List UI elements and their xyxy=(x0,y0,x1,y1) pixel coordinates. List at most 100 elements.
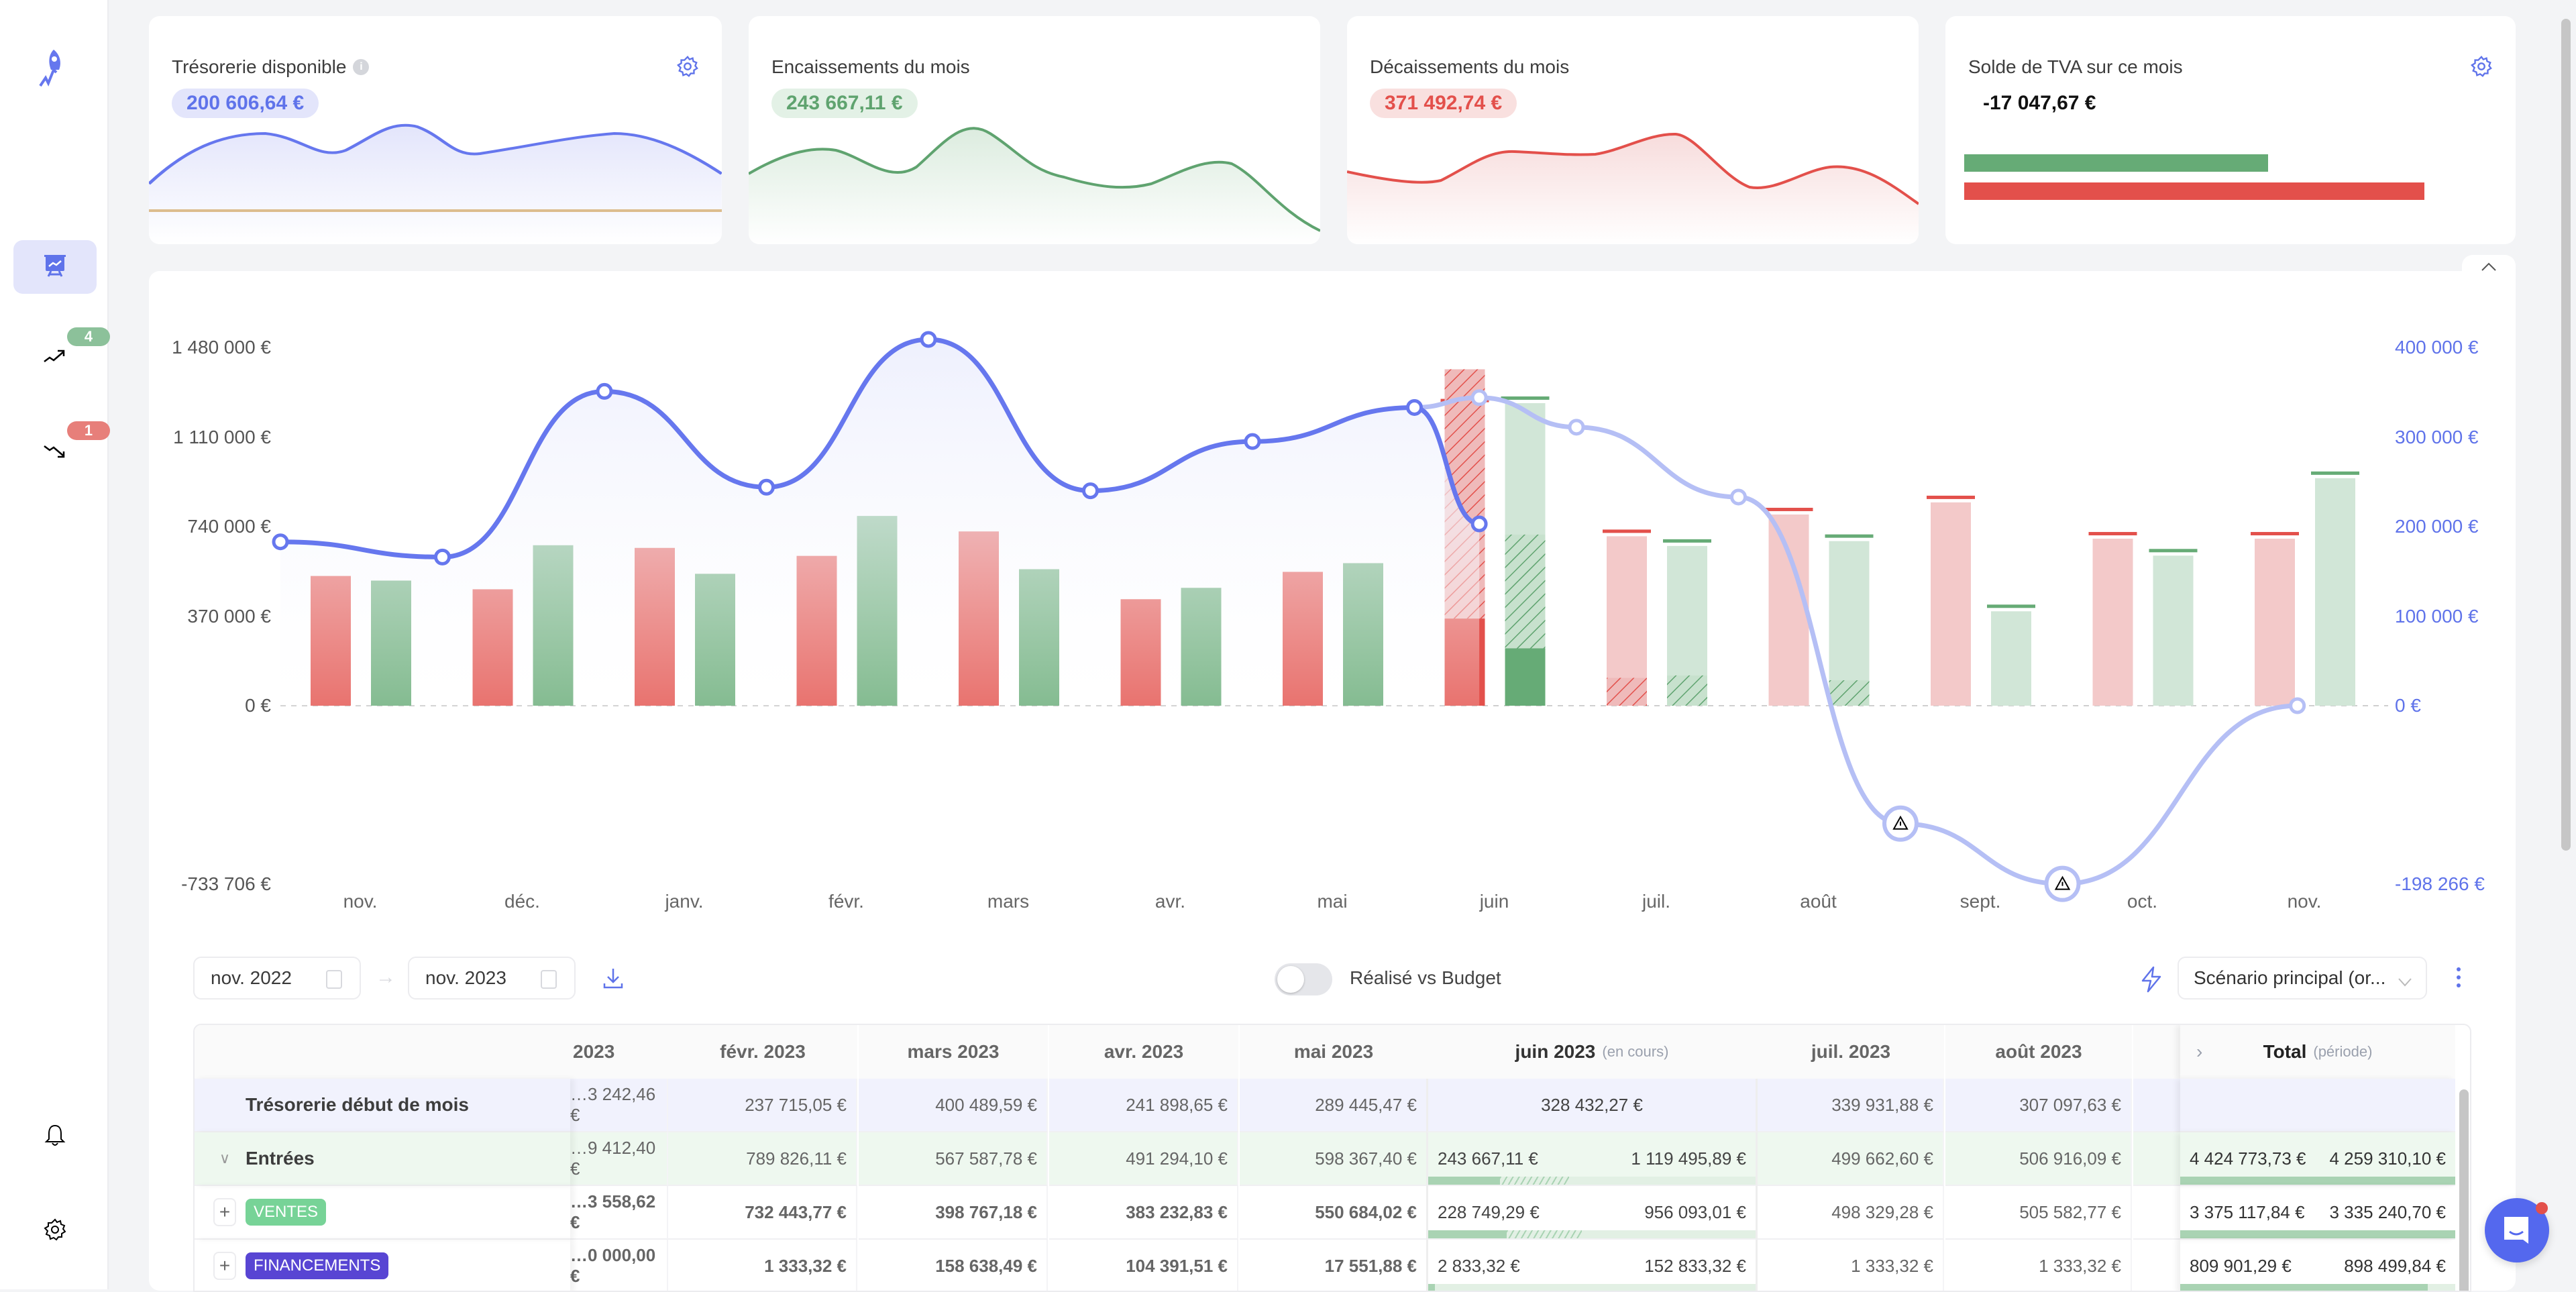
gear-icon[interactable] xyxy=(2470,55,2493,78)
kpi-encaissements-card: Encaissements du mois 243 667,11 € xyxy=(749,16,1320,244)
table-scrollbar[interactable] xyxy=(2459,1089,2469,1291)
table-cell[interactable]: 1 333,32 € xyxy=(1945,1240,2132,1291)
budget-value: 1 119 495,89 € xyxy=(1631,1148,1746,1169)
sidebar-item-dashboard[interactable] xyxy=(13,240,97,294)
table-column-header[interactable]: avr. 2023 xyxy=(1049,1025,1238,1079)
table-cell[interactable]: …3 242,46 € xyxy=(570,1079,668,1132)
chevron-right-icon[interactable]: › xyxy=(2196,1041,2203,1062)
realise-vs-budget-toggle[interactable] xyxy=(1275,963,1332,995)
chat-icon xyxy=(2502,1214,2534,1251)
table-cell-current[interactable]: 2 833,32 € 152 833,32 € xyxy=(1426,1240,1758,1291)
gear-icon[interactable] xyxy=(676,55,699,78)
x-axis-tick: nov. xyxy=(343,891,378,912)
table-cell[interactable]: 550 684,02 € xyxy=(1240,1186,1428,1240)
table-cell-current[interactable]: 243 667,11 € 1 119 495,89 € xyxy=(1426,1132,1758,1186)
scenario-select[interactable]: Scénario principal (or... xyxy=(2178,957,2427,1000)
table-cell[interactable]: 17 551,88 € xyxy=(1240,1240,1428,1291)
bell-icon xyxy=(44,1123,66,1152)
table-column-header[interactable]: juil. 2023 xyxy=(1758,1025,1944,1079)
table-cell[interactable]: 598 367,40 € xyxy=(1240,1132,1428,1186)
table-cell[interactable]: 505 582,77 € xyxy=(1945,1186,2132,1240)
table-cell[interactable]: 339 931,88 € xyxy=(1758,1079,1944,1132)
table-cell[interactable]: 237 715,05 € xyxy=(668,1079,857,1132)
kpi-decaissements-card: Décaissements du mois 371 492,74 € xyxy=(1347,16,1919,244)
table-cell[interactable]: 104 391,51 € xyxy=(1049,1240,1238,1291)
table-cell[interactable]: 289 445,47 € xyxy=(1240,1079,1428,1132)
column-label: avr. 2023 xyxy=(1104,1041,1184,1062)
date-to-input[interactable]: nov. 2023 xyxy=(408,957,576,1000)
table-row-label[interactable]: + VENTES xyxy=(195,1186,570,1240)
table-cell[interactable]: 732 443,77 € xyxy=(668,1186,857,1240)
table-row-label[interactable]: ∨ Entrées xyxy=(195,1132,570,1186)
table-column-header[interactable]: mars 2023 xyxy=(859,1025,1048,1079)
table-row-label[interactable]: + FINANCEMENTS xyxy=(195,1240,570,1291)
chat-support-button[interactable] xyxy=(2485,1198,2549,1262)
table-cell[interactable]: …9 412,40 € xyxy=(570,1132,668,1186)
tresorerie-sparkline xyxy=(149,123,722,244)
kpi-value: 200 606,64 € xyxy=(172,89,319,118)
page-scrollbar[interactable] xyxy=(2561,19,2571,851)
expand-plus-icon[interactable]: + xyxy=(213,1198,236,1226)
table-column-header[interactable]: juin 2023 (en cours) xyxy=(1426,1025,1758,1079)
expand-plus-icon[interactable]: + xyxy=(213,1252,236,1280)
kpi-title: Encaissements du mois xyxy=(771,56,970,77)
table-cell[interactable]: 499 662,60 € xyxy=(1758,1132,1944,1186)
category-pill[interactable]: VENTES xyxy=(246,1199,327,1226)
download-icon[interactable] xyxy=(601,966,625,993)
column-label: août 2023 xyxy=(1995,1041,2082,1062)
table-column-header[interactable]: août 2023 xyxy=(1945,1025,2132,1079)
table-cell[interactable]: 1 333,32 € xyxy=(668,1240,857,1291)
table-cell[interactable]: 241 898,65 € xyxy=(1049,1079,1238,1132)
table-cell-current[interactable]: 228 749,29 € 956 093,01 € xyxy=(1426,1186,1758,1240)
table-cell[interactable]: …0 000,00 € xyxy=(570,1240,668,1291)
x-axis-tick: nov. xyxy=(2287,891,2322,912)
sidebar-item-encaissements[interactable] xyxy=(13,331,97,385)
table-cell[interactable]: 491 294,10 € xyxy=(1049,1132,1238,1186)
table-cell-total[interactable]: 3 375 117,84 € 3 335 240,70 € xyxy=(2180,1186,2455,1240)
table-cell[interactable]: 1 333,32 € xyxy=(1758,1240,1944,1291)
y-axis-right-tick: 100 000 € xyxy=(2395,605,2479,627)
date-from-input[interactable]: nov. 2022 xyxy=(193,957,361,1000)
y-axis-right-tick: 200 000 € xyxy=(2395,516,2479,537)
table-column-header[interactable]: févr. 2023 xyxy=(668,1025,857,1079)
total-progress-bar xyxy=(2180,1230,2455,1238)
table-cell-total[interactable]: 809 901,29 € 898 499,84 € xyxy=(2180,1240,2455,1291)
chevron-down-icon[interactable]: ∨ xyxy=(219,1150,231,1167)
table-cell-current[interactable]: 328 432,27 € xyxy=(1426,1079,1758,1132)
total-budget: 3 335 240,70 € xyxy=(2329,1201,2447,1222)
y-axis-left-tick: 740 000 € xyxy=(187,516,271,537)
table-cell[interactable]: 398 767,18 € xyxy=(859,1186,1048,1240)
realise-value: 243 667,11 € xyxy=(1438,1148,1538,1169)
table-cell[interactable]: 506 916,09 € xyxy=(1945,1132,2132,1186)
notifications-button[interactable] xyxy=(13,1110,97,1164)
table-cell[interactable]: 498 329,28 € xyxy=(1758,1186,1944,1240)
table-cell-total[interactable]: 4 424 773,73 € 4 259 310,10 € xyxy=(2180,1132,2455,1186)
total-progress-bar xyxy=(2180,1177,2455,1185)
table-cell[interactable]: 383 232,83 € xyxy=(1049,1186,1238,1240)
rocket-logo-icon[interactable] xyxy=(34,46,74,93)
info-icon[interactable]: i xyxy=(353,59,370,75)
table-cell[interactable]: 789 826,11 € xyxy=(668,1132,857,1186)
sidebar: 4 1 xyxy=(0,0,110,1289)
table-cell[interactable]: 400 489,59 € xyxy=(859,1079,1048,1132)
column-label: mai 2023 xyxy=(1293,1041,1374,1062)
table-cell[interactable]: 158 638,49 € xyxy=(859,1240,1048,1291)
table-row-label[interactable]: Trésorerie début de mois xyxy=(195,1079,570,1132)
column-label: 2023 xyxy=(573,1041,615,1062)
more-options-icon[interactable] xyxy=(2455,966,2462,992)
table-cell[interactable]: …3 558,62 € xyxy=(570,1186,668,1240)
table-column-header[interactable]: 2023 xyxy=(570,1025,668,1079)
table-cell-total[interactable] xyxy=(2180,1079,2455,1132)
settings-button[interactable] xyxy=(13,1204,97,1258)
category-pill[interactable]: FINANCEMENTS xyxy=(246,1252,389,1279)
total-budget: 4 259 310,10 € xyxy=(2329,1148,2447,1169)
lightning-icon[interactable] xyxy=(2140,966,2163,996)
table-cell[interactable]: 567 587,78 € xyxy=(859,1132,1048,1186)
total-column-header[interactable]: › Total (période) xyxy=(2180,1025,2455,1079)
encaissements-count-badge: 4 xyxy=(67,327,110,346)
table-column-header[interactable]: mai 2023 xyxy=(1240,1025,1428,1079)
table-cell[interactable]: 307 097,63 € xyxy=(1945,1079,2132,1132)
scenario-value: Scénario principal (or... xyxy=(2194,967,2386,988)
sidebar-item-decaissements[interactable] xyxy=(13,425,97,479)
realise-value: 2 833,32 € xyxy=(1438,1255,1520,1276)
